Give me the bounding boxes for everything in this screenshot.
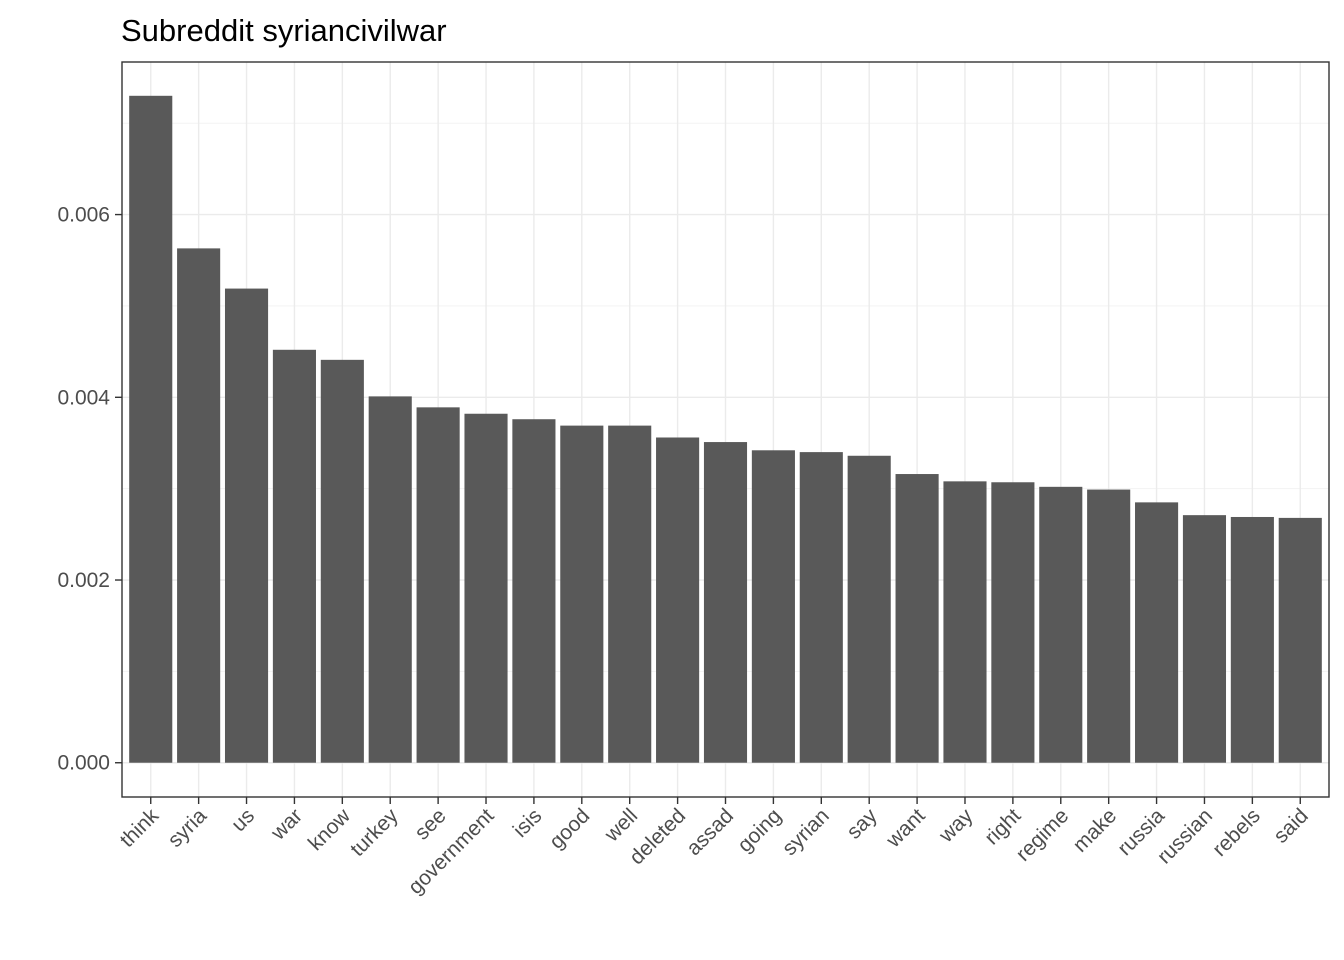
x-tick-label-syria: syria [164, 804, 212, 852]
bar-see [416, 407, 460, 763]
bar-assad [703, 442, 748, 763]
chart-title: Subreddit syriancivilwar [121, 13, 447, 48]
x-tick-label-good: good [545, 804, 594, 853]
bar-rebels [1230, 516, 1274, 763]
bar-russian [1182, 515, 1227, 763]
y-tick-label: 0.006 [57, 204, 110, 227]
bar-turkey [368, 396, 412, 763]
bar-us [224, 288, 269, 763]
bar-deleted [656, 437, 700, 763]
x-tick-label-turkey: turkey [346, 804, 403, 861]
bar-going [751, 450, 795, 763]
bar-right [991, 482, 1035, 763]
x-tick-label-russian: russian [1153, 804, 1217, 868]
bar-well [608, 425, 652, 763]
x-tick-label-going: going [733, 804, 786, 857]
bar-syria [177, 248, 221, 763]
bar-isis [512, 419, 556, 763]
bar-war [272, 349, 316, 763]
bar-regime [1039, 486, 1083, 763]
x-tick-label-think: think [116, 804, 164, 852]
bar-want [895, 474, 939, 763]
bar-said [1278, 517, 1322, 763]
bar-syrian [799, 452, 843, 763]
x-tick-label-want: want [881, 804, 929, 852]
x-tick-label-war: war [266, 804, 307, 845]
bar-say [847, 455, 891, 763]
bar-think [129, 95, 173, 763]
y-axis: 0.000 0.002 0.004 0.006 [57, 204, 122, 775]
y-tick-label: 0.004 [57, 386, 110, 409]
x-tick-label-make: make [1069, 804, 1122, 857]
bar-know [320, 359, 364, 763]
x-tick-label-isis: isis [509, 804, 547, 842]
x-tick-label-see: see [410, 804, 450, 844]
x-tick-label-say: say [842, 804, 882, 844]
bars [129, 95, 1322, 763]
bar-good [560, 425, 604, 763]
x-tick-label-syrian: syrian [778, 804, 834, 860]
x-tick-label-assad: assad [682, 804, 738, 860]
bar-russia [1135, 502, 1179, 763]
x-tick-label-well: well [600, 804, 643, 847]
x-tick-label-us: us [227, 804, 259, 836]
x-tick-label-way: way [934, 804, 978, 848]
bar-government [464, 413, 508, 763]
x-tick-label-rebels: rebels [1208, 804, 1265, 861]
x-tick-label-government: government [404, 804, 499, 899]
x-tick-label-regime: regime [1012, 804, 1074, 866]
bar-way [943, 481, 987, 763]
y-tick-label: 0.002 [57, 569, 110, 592]
bar-make [1087, 489, 1131, 763]
y-tick-label: 0.000 [57, 752, 110, 775]
x-tick-label-said: said [1269, 804, 1313, 848]
